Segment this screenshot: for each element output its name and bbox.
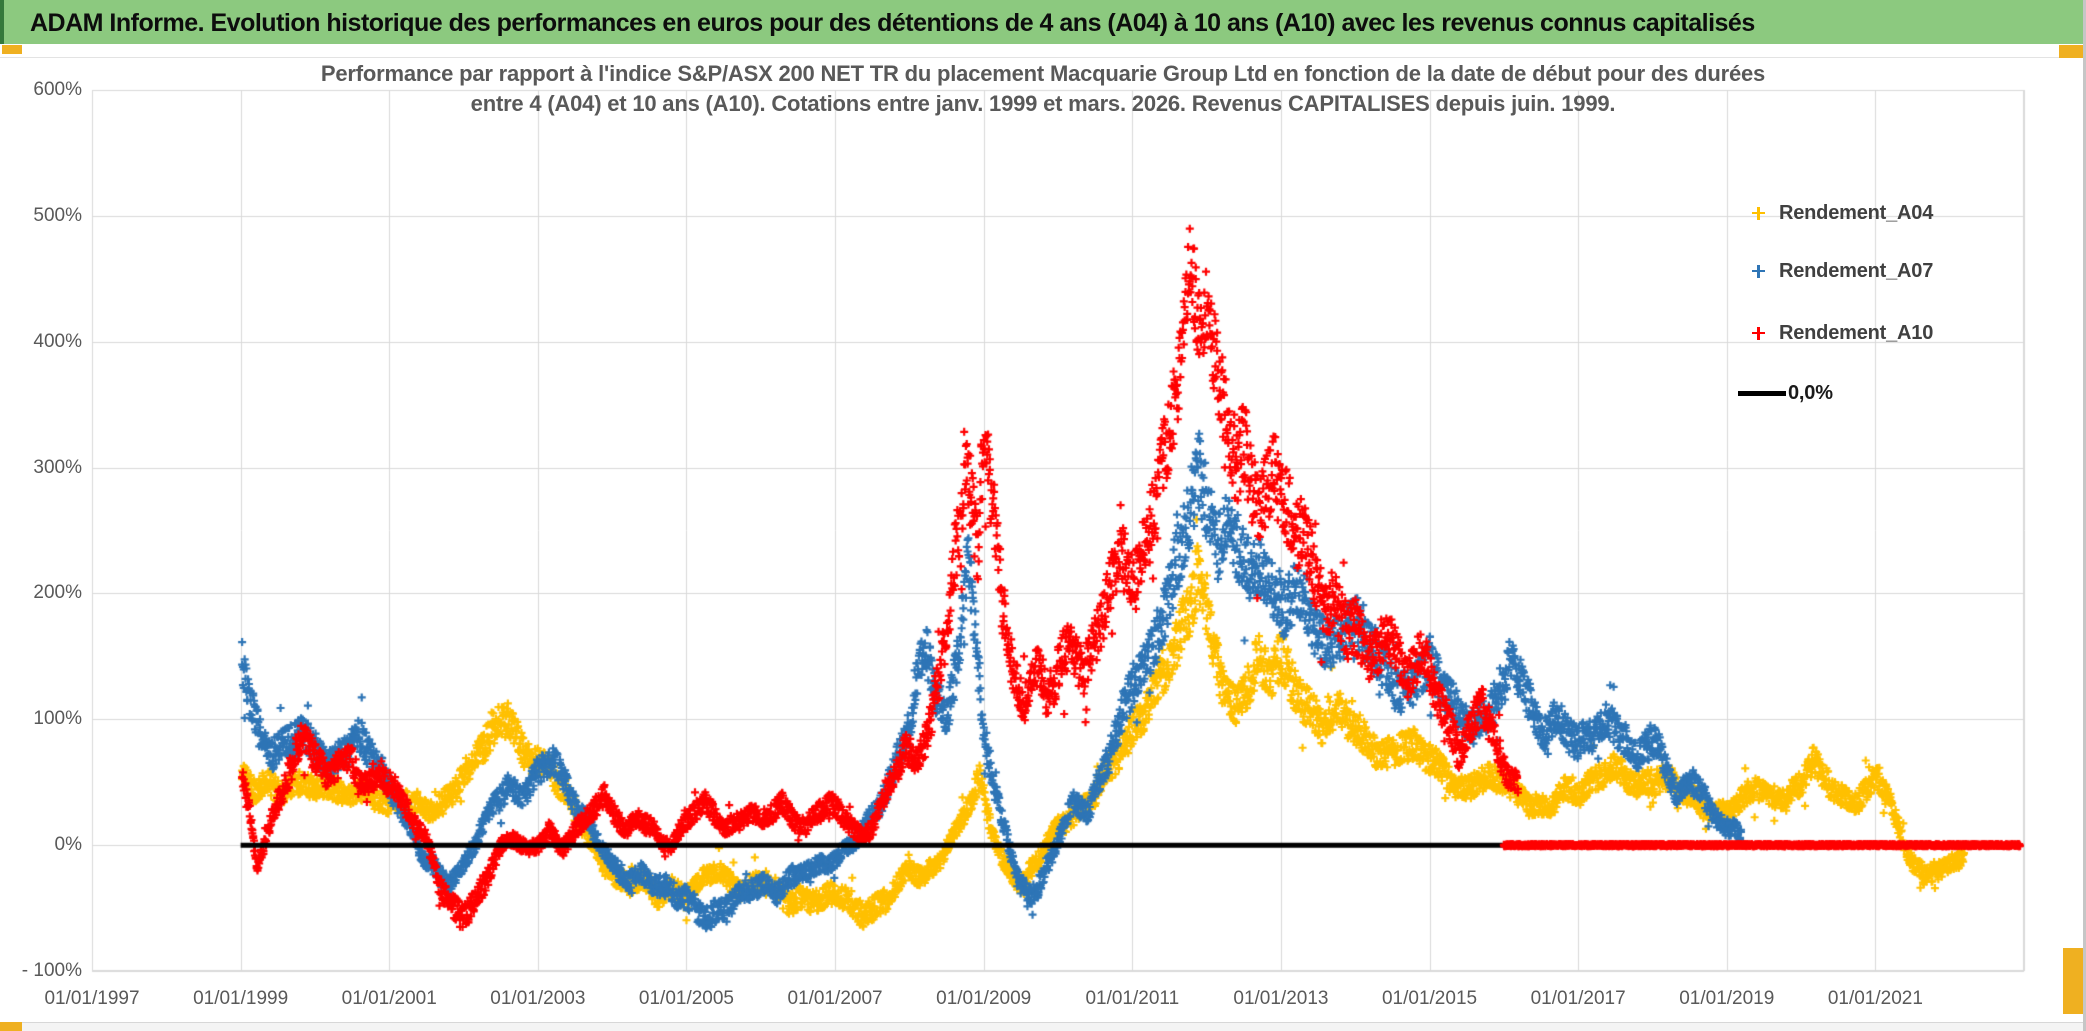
legend-label: Rendement_A04	[1779, 201, 1934, 224]
legend-label: Rendement_A07	[1779, 259, 1934, 282]
banner-divider	[0, 57, 2086, 58]
right-scrollbar-thumb[interactable]	[2063, 948, 2083, 1014]
x-axis-tick-label: 01/01/2001	[341, 988, 437, 1009]
chart-title-line1: Performance par rapport à l'indice S&P/A…	[320, 61, 1766, 86]
plus-marker-icon	[1752, 206, 1765, 220]
x-axis-tick-label: 01/01/1997	[44, 988, 140, 1009]
x-axis-tick-label: 01/01/2003	[490, 988, 586, 1009]
bottom-scrollbar-thumb[interactable]	[0, 1022, 22, 1031]
y-axis-tick-label: 0%	[54, 834, 82, 856]
legend-label: Rendement_A10	[1779, 321, 1934, 344]
y-axis-tick-label: 600%	[33, 79, 82, 100]
legend-item-rendement-a10[interactable]: Rendement_A10	[1738, 318, 1933, 348]
legend-item-rendement-a04[interactable]: Rendement_A04	[1738, 198, 1933, 228]
right-edge-strip	[2083, 0, 2086, 1031]
y-axis-tick-label: 100%	[33, 708, 82, 730]
x-axis-tick-label: 01/01/2021	[1827, 988, 1923, 1009]
legend-item-0-0-[interactable]: 0,0%	[1738, 378, 1833, 408]
x-axis-tick-label: 01/01/1999	[193, 988, 289, 1009]
y-axis-tick-label: 400%	[33, 330, 82, 352]
plus-marker-icon	[1752, 264, 1765, 278]
page-title: ADAM Informe. Evolution historique des p…	[30, 9, 1755, 37]
x-axis-tick-label: 01/01/2015	[1381, 988, 1478, 1009]
x-axis-tick-label: 01/01/2005	[638, 988, 734, 1009]
left-edge-strip	[0, 0, 4, 44]
legend-label: 0,0%	[1788, 381, 1833, 404]
plus-marker-icon	[1752, 326, 1765, 340]
chart-title-line2: entre 4 (A04) et 10 ans (A10). Cotations…	[470, 91, 1616, 116]
y-axis-tick-label: - 100%	[21, 960, 82, 981]
x-axis-tick-label: 01/01/2009	[936, 988, 1032, 1009]
x-axis-tick-label: 01/01/2017	[1530, 988, 1626, 1009]
legend-item-rendement-a07[interactable]: Rendement_A07	[1738, 256, 1933, 286]
zero-line-swatch-icon	[1738, 390, 1786, 396]
x-axis-tick-label: 01/01/2011	[1085, 988, 1180, 1009]
bottom-scrollbar-track[interactable]	[0, 1022, 2086, 1031]
y-axis-tick-label: 300%	[33, 456, 82, 478]
gold-corner-accent-top-left	[2, 45, 22, 54]
x-axis-tick-label: 01/01/2013	[1233, 988, 1329, 1009]
y-axis-tick-label: 500%	[33, 204, 82, 226]
x-axis-tick-label: 01/01/2007	[787, 988, 883, 1009]
title-banner: ADAM Informe. Evolution historique des p…	[0, 0, 2083, 44]
gold-corner-accent-top-right	[2059, 45, 2083, 58]
y-axis-tick-label: 200%	[33, 582, 82, 604]
x-axis-tick-label: 01/01/2019	[1679, 988, 1775, 1009]
